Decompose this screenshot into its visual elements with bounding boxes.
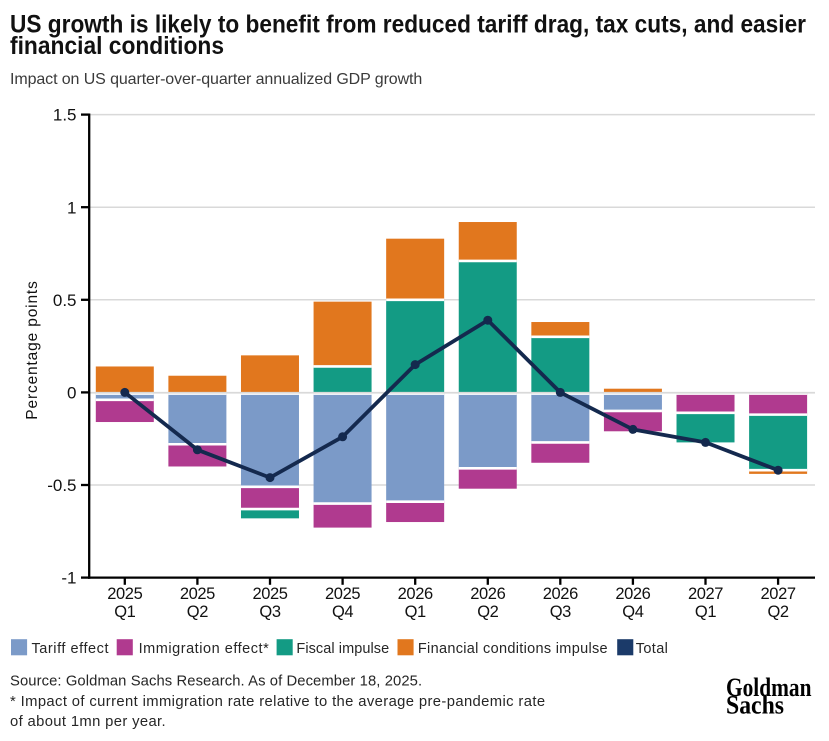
svg-text:2026: 2026 [398, 585, 433, 603]
svg-text:2025: 2025 [325, 585, 360, 603]
svg-text:Sachs: Sachs [726, 691, 784, 720]
svg-text:Q1: Q1 [405, 603, 426, 621]
svg-text:1: 1 [67, 198, 76, 217]
svg-text:-0.5: -0.5 [47, 476, 76, 495]
svg-text:US growth is likely to benefit: US growth is likely to benefit from redu… [10, 11, 806, 39]
svg-text:-1: -1 [61, 569, 76, 588]
svg-text:Q1: Q1 [114, 603, 135, 621]
svg-text:Q4: Q4 [622, 603, 643, 621]
svg-text:2025: 2025 [180, 585, 215, 603]
svg-text:Source: Goldman Sachs Research: Source: Goldman Sachs Research. As of De… [10, 674, 422, 690]
svg-text:0.5: 0.5 [53, 291, 77, 310]
svg-text:financial conditions: financial conditions [10, 32, 224, 60]
svg-text:2025: 2025 [107, 585, 142, 603]
svg-text:Q2: Q2 [187, 603, 208, 621]
svg-text:Impact on US quarter-over-quar: Impact on US quarter-over-quarter annual… [10, 71, 422, 88]
svg-text:Q3: Q3 [259, 603, 280, 621]
svg-text:2025: 2025 [252, 585, 287, 603]
svg-text:Q2: Q2 [767, 603, 788, 621]
svg-text:2026: 2026 [470, 585, 505, 603]
svg-text:Immigration effect*: Immigration effect* [139, 641, 270, 657]
svg-text:Tariff effect: Tariff effect [32, 641, 110, 657]
svg-text:Q3: Q3 [550, 603, 571, 621]
svg-text:Q4: Q4 [332, 603, 353, 621]
svg-text:2027: 2027 [688, 585, 723, 603]
svg-text:Financial conditions impulse: Financial conditions impulse [418, 641, 608, 657]
svg-text:* Impact of current immigratio: * Impact of current immigration rate rel… [10, 694, 545, 710]
svg-text:2027: 2027 [761, 585, 796, 603]
svg-text:Q2: Q2 [477, 603, 498, 621]
svg-text:1.5: 1.5 [53, 106, 77, 125]
svg-text:Total: Total [636, 641, 668, 657]
svg-text:Percentage points: Percentage points [24, 280, 41, 419]
svg-text:2026: 2026 [543, 585, 578, 603]
svg-text:2026: 2026 [615, 585, 650, 603]
svg-text:Fiscal impulse: Fiscal impulse [296, 641, 389, 657]
svg-text:0: 0 [67, 384, 76, 403]
svg-text:Goldman: Goldman [726, 673, 812, 702]
svg-text:Q1: Q1 [695, 603, 716, 621]
svg-text:of about 1mn per year.: of about 1mn per year. [10, 714, 166, 730]
